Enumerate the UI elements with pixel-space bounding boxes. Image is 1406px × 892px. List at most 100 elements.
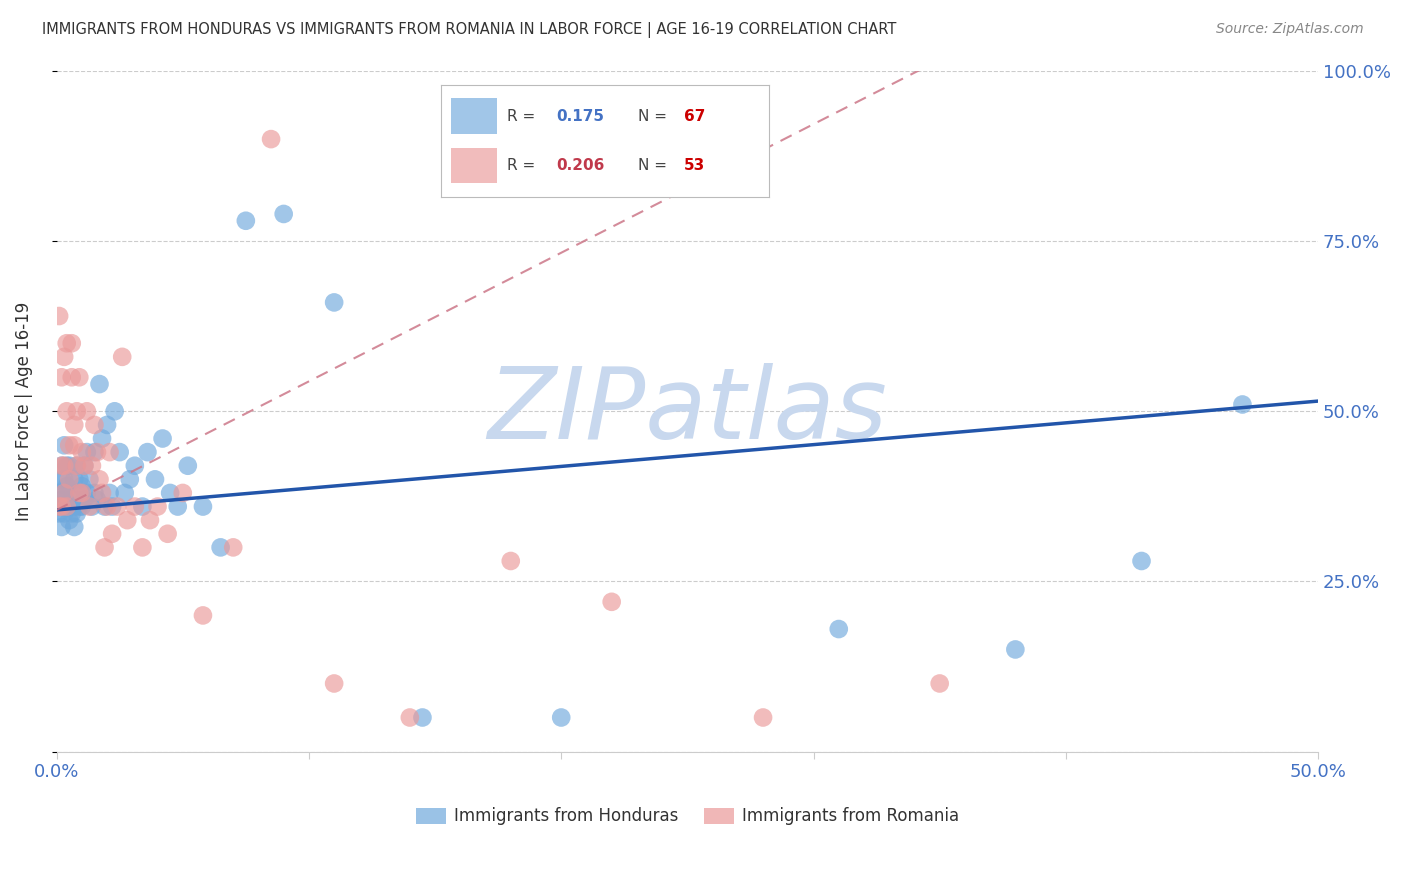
Point (91, 432, 114, 446)
Y-axis label: In Labor Force | Age 16-19: In Labor Force | Age 16-19 (15, 301, 32, 521)
Point (96, 500, 118, 514)
Point (398, 710, 420, 724)
Point (70, 479, 93, 493)
Point (114, 486, 136, 500)
Point (48, 500, 70, 514)
Point (1004, 642, 1026, 657)
Point (222, 541, 245, 555)
Point (131, 500, 153, 514)
Point (828, 622, 851, 636)
Point (53, 507, 76, 521)
Point (48, 507, 70, 521)
Point (51, 492, 73, 507)
Point (104, 404, 127, 418)
Point (235, 213, 257, 227)
Point (124, 500, 146, 514)
Point (83, 486, 105, 500)
Point (273, 207, 295, 221)
Point (156, 526, 179, 541)
Point (55, 404, 77, 418)
Point (67, 472, 90, 486)
Point (63, 438, 86, 452)
Point (58, 458, 80, 473)
Point (93, 500, 115, 514)
Point (117, 513, 139, 527)
Point (66, 458, 89, 473)
Point (928, 676, 950, 690)
Point (58, 472, 80, 486)
Point (66, 486, 89, 500)
Point (53, 486, 76, 500)
Point (146, 500, 169, 514)
Point (48, 486, 70, 500)
Text: IMMIGRANTS FROM HONDURAS VS IMMIGRANTS FROM ROMANIA IN LABOR FORCE | AGE 16-19 C: IMMIGRANTS FROM HONDURAS VS IMMIGRANTS F… (42, 22, 897, 38)
Point (260, 132, 283, 146)
Point (58, 438, 80, 452)
Text: Source: ZipAtlas.com: Source: ZipAtlas.com (1216, 22, 1364, 37)
Point (191, 500, 214, 514)
Point (55, 479, 77, 493)
Point (51, 472, 73, 486)
Point (48, 500, 70, 514)
Point (323, 676, 346, 690)
Point (152, 432, 174, 446)
Point (86, 492, 108, 507)
Point (93, 541, 115, 555)
Point (53, 458, 76, 473)
Point (98, 486, 121, 500)
Point (118, 472, 141, 486)
Point (166, 500, 188, 514)
Point (80, 458, 103, 473)
Point (51, 370, 73, 384)
Point (411, 710, 433, 724)
Point (48, 309, 70, 323)
Point (76, 486, 98, 500)
Point (79, 500, 101, 514)
Point (96, 417, 118, 432)
Point (51, 458, 73, 473)
Point (752, 710, 775, 724)
Point (58, 486, 80, 500)
Point (73, 492, 96, 507)
Point (60, 370, 83, 384)
Point (73, 458, 96, 473)
Point (76, 404, 98, 418)
Text: ZIPatlas: ZIPatlas (488, 363, 887, 459)
Point (83, 445, 105, 459)
Point (67, 486, 90, 500)
Point (67, 500, 90, 514)
Point (80, 500, 103, 514)
Point (159, 486, 181, 500)
Point (83, 417, 105, 432)
Point (1130, 554, 1153, 568)
Point (53, 438, 76, 452)
Point (51, 520, 73, 534)
Point (101, 500, 124, 514)
Point (550, 710, 572, 724)
Point (172, 486, 194, 500)
Point (70, 500, 93, 514)
Point (53, 350, 76, 364)
Point (73, 458, 96, 473)
Point (89, 377, 111, 392)
Point (60, 507, 83, 521)
Point (51, 500, 73, 514)
Point (63, 472, 86, 486)
Point (58, 513, 80, 527)
Point (98, 445, 121, 459)
Legend: Immigrants from Honduras, Immigrants from Romania: Immigrants from Honduras, Immigrants fro… (409, 801, 966, 832)
Point (66, 404, 89, 418)
Point (70, 486, 93, 500)
Point (76, 445, 98, 459)
Point (101, 526, 124, 541)
Point (53, 486, 76, 500)
Point (600, 595, 623, 609)
Point (53, 472, 76, 486)
Point (191, 608, 214, 623)
Point (79, 472, 101, 486)
Point (1232, 397, 1254, 411)
Point (111, 350, 134, 364)
Point (60, 492, 83, 507)
Point (108, 445, 131, 459)
Point (124, 458, 146, 473)
